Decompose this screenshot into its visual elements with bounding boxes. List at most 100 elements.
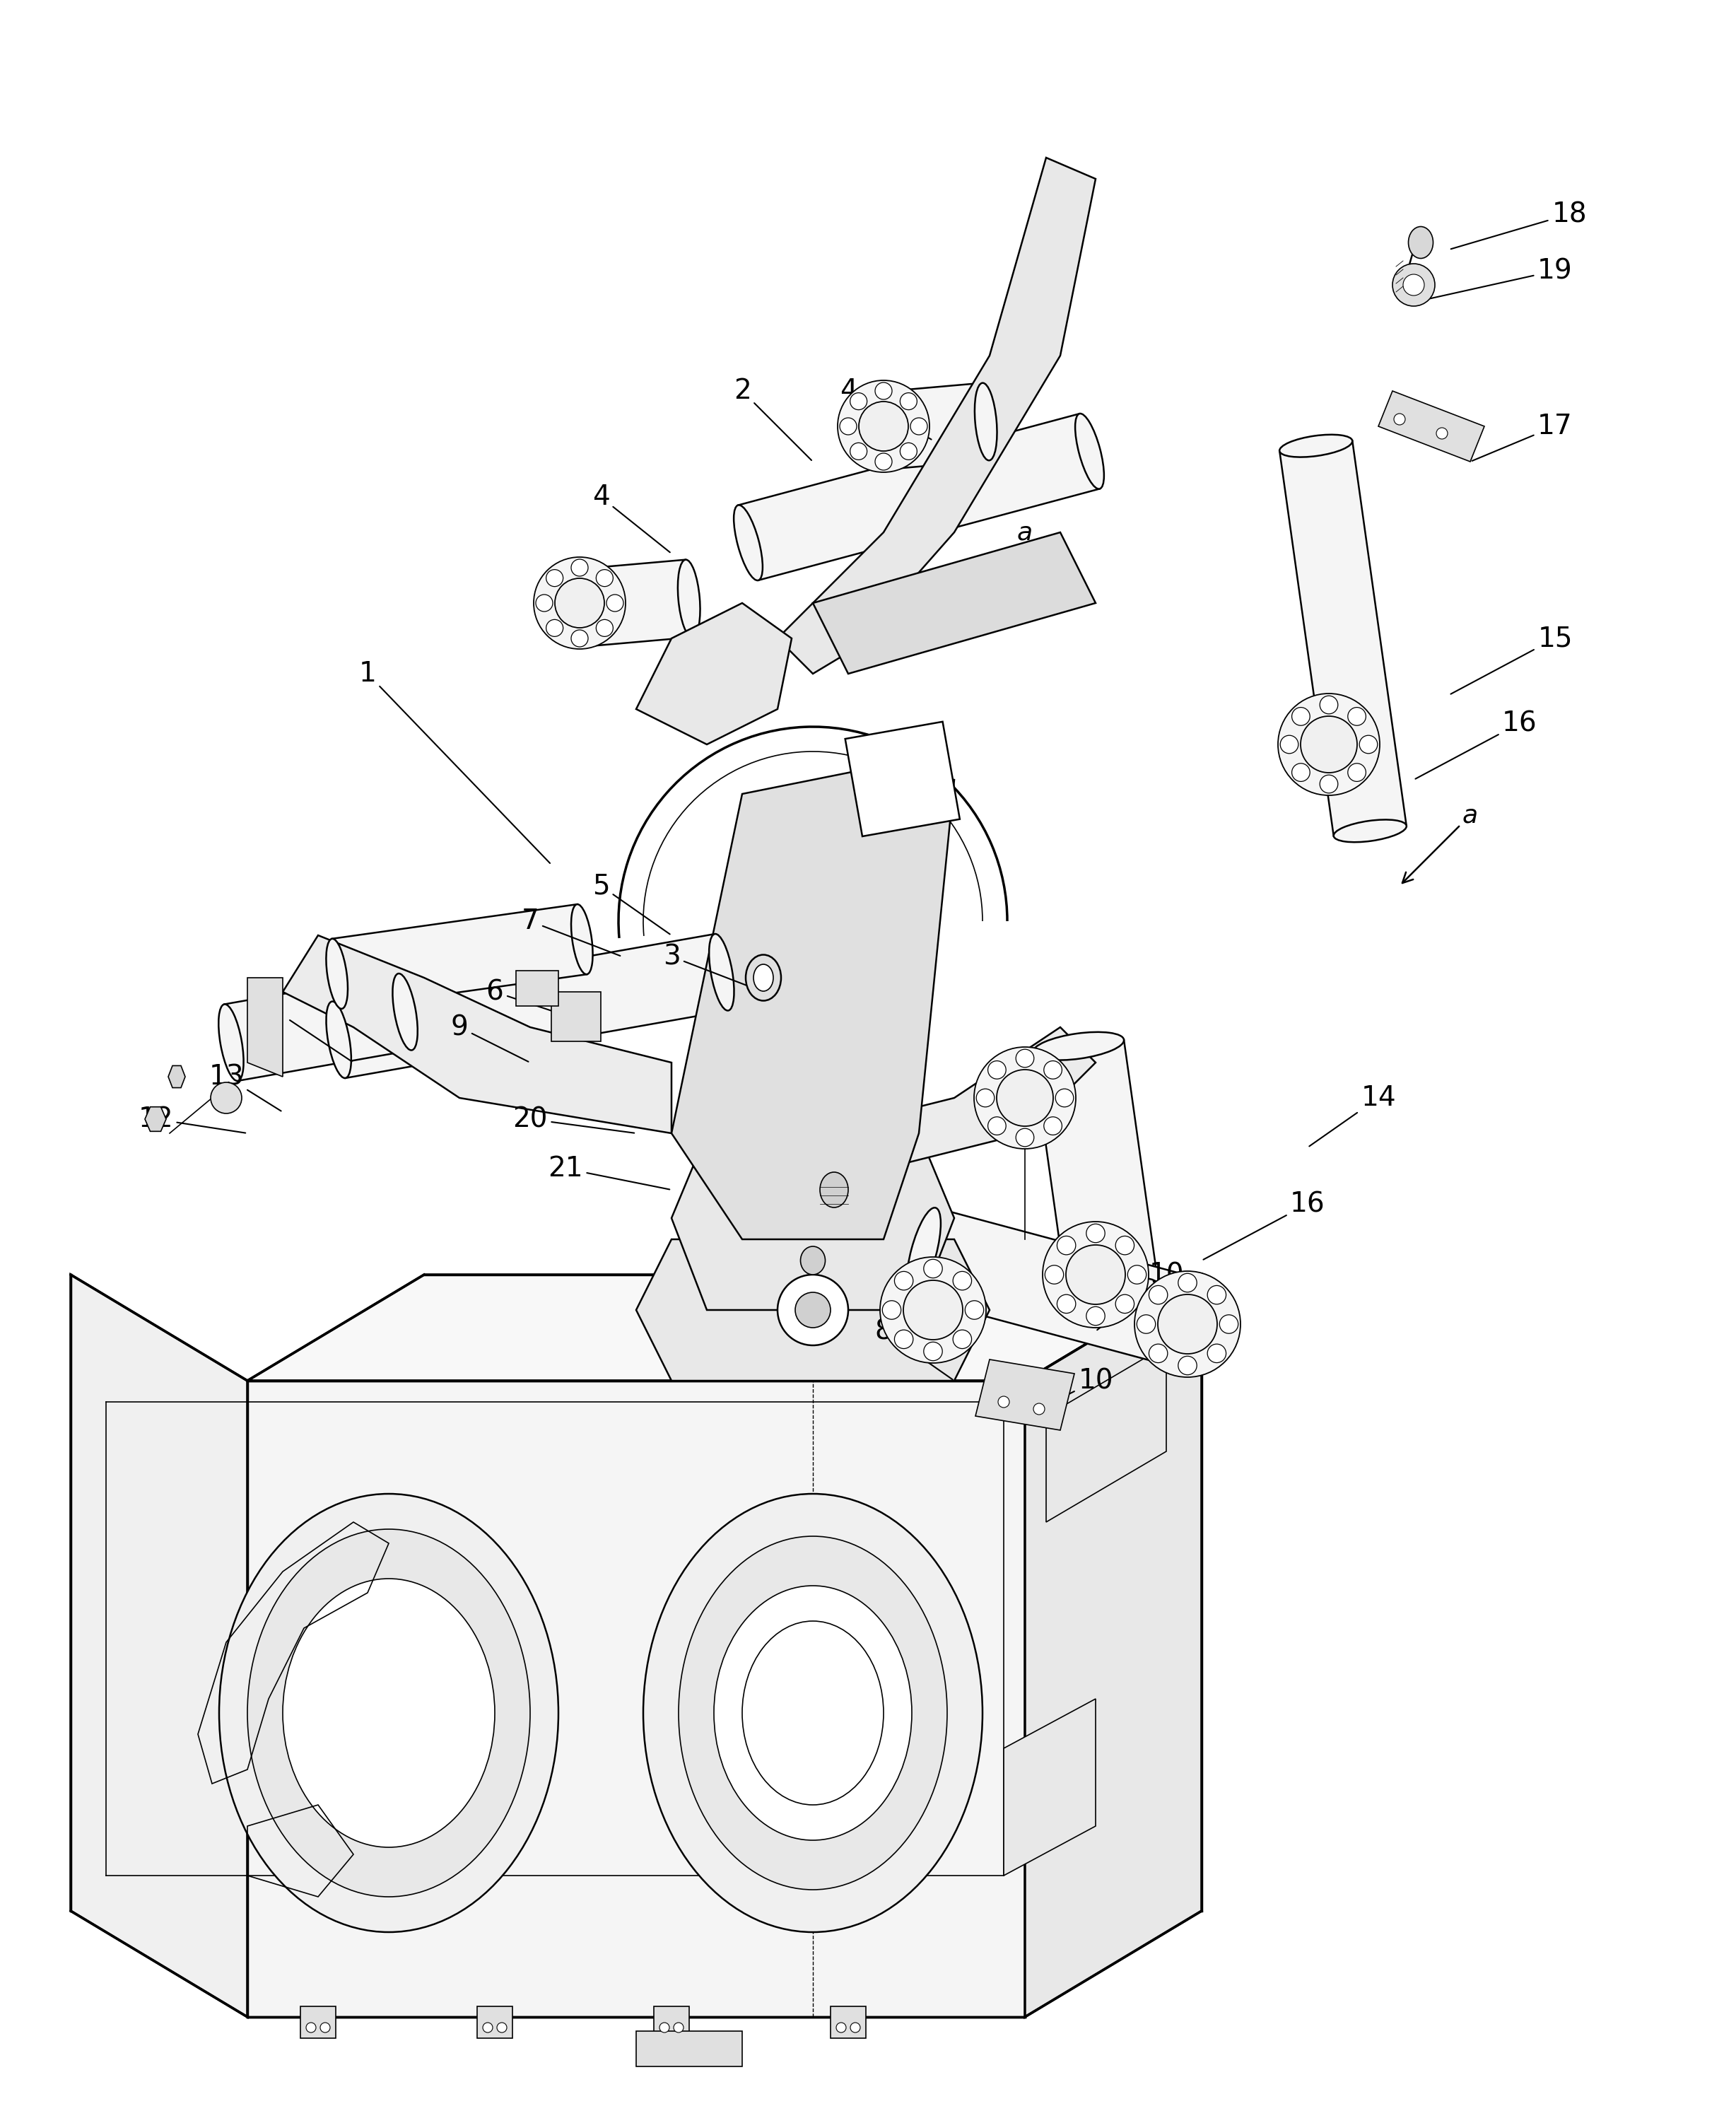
Circle shape <box>894 1329 913 1348</box>
Circle shape <box>1055 1089 1073 1106</box>
Polygon shape <box>1047 1346 1167 1522</box>
Ellipse shape <box>708 934 734 1011</box>
Text: a: a <box>977 520 1033 601</box>
Circle shape <box>1319 775 1338 794</box>
Polygon shape <box>144 1106 167 1132</box>
Text: 21: 21 <box>549 1155 670 1189</box>
Circle shape <box>533 556 625 650</box>
Circle shape <box>210 1083 241 1112</box>
Circle shape <box>924 1259 943 1278</box>
Text: 16: 16 <box>1203 1191 1325 1259</box>
Circle shape <box>1347 764 1366 781</box>
Circle shape <box>319 2023 330 2032</box>
Ellipse shape <box>248 1529 529 1896</box>
Circle shape <box>571 558 589 575</box>
Circle shape <box>1300 715 1358 773</box>
Bar <box>477 2006 512 2038</box>
Polygon shape <box>1003 1698 1095 1875</box>
Ellipse shape <box>746 955 781 1000</box>
Ellipse shape <box>1075 414 1104 488</box>
Circle shape <box>880 1257 986 1363</box>
Circle shape <box>1149 1287 1168 1304</box>
Text: 18: 18 <box>1451 202 1587 248</box>
Circle shape <box>840 418 856 435</box>
Circle shape <box>1057 1295 1076 1314</box>
Circle shape <box>837 380 929 471</box>
Circle shape <box>1208 1287 1226 1304</box>
Ellipse shape <box>734 505 762 580</box>
Circle shape <box>483 2023 493 2032</box>
Ellipse shape <box>713 1586 911 1841</box>
Circle shape <box>1179 1357 1196 1376</box>
Circle shape <box>974 1047 1076 1149</box>
Text: 9: 9 <box>451 1015 528 1062</box>
Circle shape <box>674 2023 684 2032</box>
Polygon shape <box>1378 391 1484 461</box>
Text: 3: 3 <box>663 943 762 991</box>
Text: 2: 2 <box>733 378 811 461</box>
Polygon shape <box>738 414 1099 580</box>
Text: 10: 10 <box>1097 1261 1184 1329</box>
Circle shape <box>1347 707 1366 726</box>
Ellipse shape <box>326 938 347 1008</box>
Text: 13: 13 <box>208 1064 281 1110</box>
Polygon shape <box>976 1359 1075 1431</box>
Circle shape <box>595 569 613 586</box>
Ellipse shape <box>1033 1032 1123 1059</box>
Polygon shape <box>635 603 792 745</box>
Polygon shape <box>672 1134 955 1310</box>
Circle shape <box>875 382 892 399</box>
Polygon shape <box>635 1240 990 1380</box>
Circle shape <box>1219 1314 1238 1333</box>
Polygon shape <box>248 1380 1024 2017</box>
Circle shape <box>1292 764 1311 781</box>
Ellipse shape <box>906 1208 941 1297</box>
Polygon shape <box>332 934 729 1078</box>
Polygon shape <box>248 1274 1201 1380</box>
Polygon shape <box>552 991 601 1042</box>
Circle shape <box>1208 1344 1226 1363</box>
Circle shape <box>976 1089 995 1106</box>
Ellipse shape <box>1408 227 1434 259</box>
Polygon shape <box>877 382 990 469</box>
Circle shape <box>1359 735 1377 754</box>
Text: 8: 8 <box>875 1318 953 1380</box>
Text: 6: 6 <box>486 979 578 1019</box>
Circle shape <box>795 1293 830 1327</box>
Circle shape <box>547 620 562 637</box>
Circle shape <box>1394 414 1404 425</box>
Circle shape <box>875 452 892 469</box>
Circle shape <box>1149 1344 1168 1363</box>
Circle shape <box>1116 1236 1134 1255</box>
Circle shape <box>778 1274 849 1346</box>
Circle shape <box>953 1272 972 1291</box>
Circle shape <box>1043 1062 1062 1078</box>
Ellipse shape <box>283 1580 495 1847</box>
Circle shape <box>996 1070 1054 1125</box>
Polygon shape <box>1033 1040 1158 1297</box>
Circle shape <box>1279 735 1299 754</box>
Text: 4: 4 <box>592 484 670 552</box>
Circle shape <box>1116 1295 1134 1314</box>
Polygon shape <box>1279 442 1406 836</box>
Text: 1: 1 <box>359 660 550 864</box>
Circle shape <box>1033 1403 1045 1414</box>
Circle shape <box>1392 263 1436 306</box>
Circle shape <box>1128 1265 1146 1284</box>
Circle shape <box>965 1301 984 1318</box>
Circle shape <box>306 2023 316 2032</box>
Polygon shape <box>332 904 587 1008</box>
Ellipse shape <box>1068 1278 1158 1306</box>
Ellipse shape <box>392 974 418 1051</box>
Circle shape <box>924 1342 943 1361</box>
Text: 4: 4 <box>840 378 930 439</box>
Circle shape <box>1016 1129 1035 1146</box>
Circle shape <box>1135 1272 1241 1378</box>
Circle shape <box>988 1117 1005 1136</box>
Circle shape <box>903 1280 963 1340</box>
Polygon shape <box>71 1274 248 2017</box>
Bar <box>830 2006 866 2038</box>
Circle shape <box>1045 1265 1064 1284</box>
Text: 11: 11 <box>252 994 352 1062</box>
Circle shape <box>1292 707 1311 726</box>
